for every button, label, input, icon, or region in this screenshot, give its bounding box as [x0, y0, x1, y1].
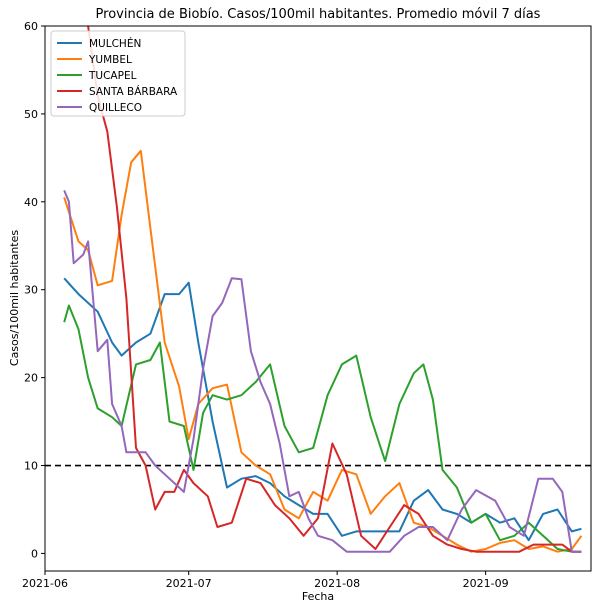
legend-box	[50, 30, 186, 117]
legend-label: TUCAPEL	[88, 70, 137, 82]
x-tick-label: 2021-06	[22, 577, 68, 590]
legend-label: SANTA BÁRBARA	[89, 85, 178, 98]
legend-label: YUMBEL	[88, 54, 132, 66]
series-line-1	[63, 149, 583, 553]
x-axis-ticks: 2021-06 2021-07 2021-08 2021-09	[22, 571, 509, 590]
y-tick-label: 60	[24, 20, 38, 33]
y-tick-label: 0	[31, 547, 38, 560]
legend: MULCHÉN YUMBEL TUCAPEL SANTA BÁRBARA QUILLEC…	[50, 30, 186, 117]
y-tick-label: 40	[24, 196, 38, 209]
series-layer	[63, 26, 583, 553]
x-axis-label: Fecha	[302, 590, 334, 603]
chart-title: Provincia de Biobío. Casos/100mil habita…	[96, 7, 541, 22]
y-axis-ticks: 0 10 20 30 40 50 60	[24, 20, 45, 560]
series-line-0	[63, 277, 582, 542]
y-tick-label: 20	[24, 372, 38, 385]
y-tick-label: 30	[24, 284, 38, 297]
legend-label: MULCHÉN	[89, 37, 141, 50]
legend-label: QUILLECO	[89, 102, 142, 114]
x-tick-label: 2021-09	[463, 577, 509, 590]
series-line-4	[63, 190, 582, 553]
y-tick-label: 50	[24, 108, 38, 121]
x-tick-label: 2021-08	[314, 577, 360, 590]
plot-frame	[44, 25, 592, 572]
y-tick-label: 10	[24, 460, 38, 473]
y-axis-label: Casos/100mil habitantes	[8, 230, 21, 366]
x-tick-label: 2021-07	[166, 577, 212, 590]
series-line-2	[63, 304, 582, 553]
plot-area	[44, 25, 592, 572]
series-line-3	[87, 26, 582, 553]
